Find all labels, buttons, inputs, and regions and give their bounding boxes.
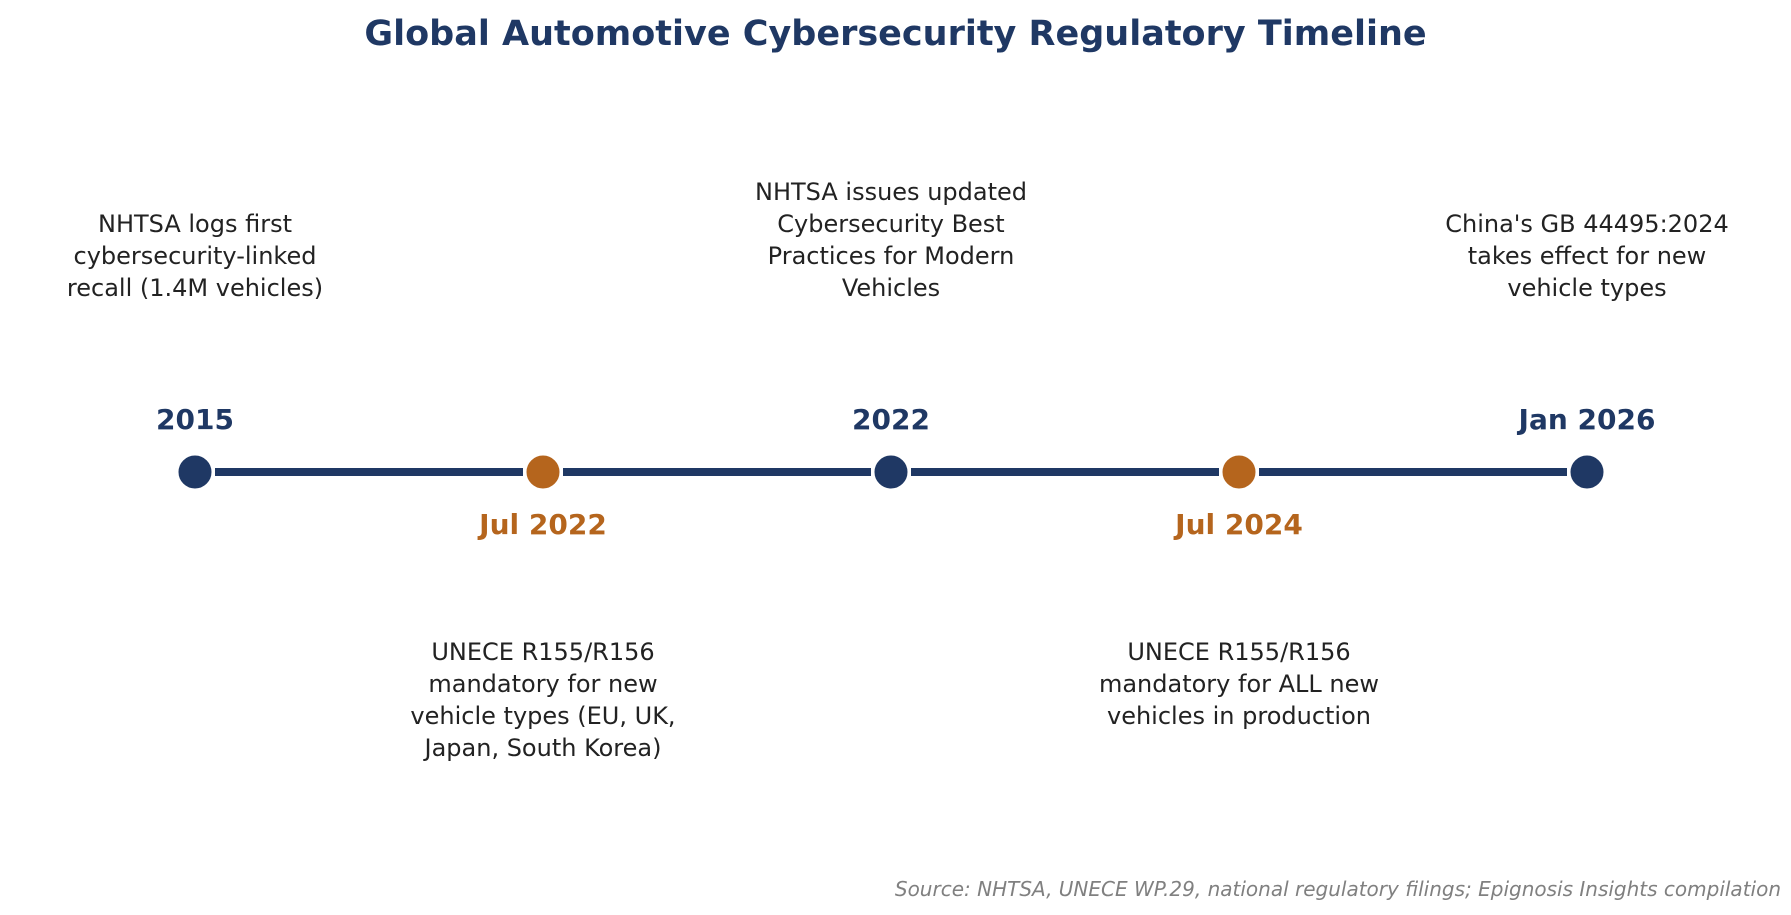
event-description: UNECE R155/R156 mandatory for ALL new vehi…: [1079, 636, 1399, 732]
event-description: UNECE R155/R156 mandatory for new vehicle …: [383, 636, 703, 764]
timeline-marker: [175, 452, 215, 492]
event-date-label: 2015: [156, 403, 234, 436]
event-description-line: UNECE R155/R156: [1127, 638, 1351, 666]
event-date-label: Jul 2024: [1175, 508, 1303, 541]
event-description-line: cybersecurity-linked: [73, 242, 317, 270]
event-description-line: vehicle types (EU, UK,: [410, 702, 676, 730]
source-note: Source: NHTSA, UNECE WP.29, national reg…: [894, 877, 1781, 901]
diagram-title: Global Automotive Cybersecurity Regulato…: [364, 14, 1427, 54]
event-description: NHTSA logs first cybersecurity-linked reca…: [35, 208, 355, 304]
timeline-marker: [1567, 452, 1607, 492]
event-date-label: Jan 2026: [1518, 403, 1656, 436]
event-description-line: Practices for Modern: [767, 242, 1015, 270]
event-description: NHTSA issues updated Cybersecurity Best Pr…: [731, 176, 1051, 304]
timeline-marker: [523, 452, 563, 492]
event-description-line: takes effect for new: [1467, 242, 1707, 270]
event-description-line: vehicles in production: [1107, 702, 1371, 730]
event-description: China's GB 44495:2024 takes effect for ne…: [1427, 208, 1747, 304]
timeline-marker: [871, 452, 911, 492]
event-description-line: NHTSA logs first: [97, 210, 292, 238]
event-description-line: Cybersecurity Best: [777, 210, 1005, 238]
timeline-marker: [1219, 452, 1259, 492]
event-description-line: NHTSA issues updated: [755, 178, 1027, 206]
event-description-line: Japan, South Korea): [424, 734, 662, 762]
event-date-label: Jul 2022: [479, 508, 607, 541]
event-description-line: recall (1.4M vehicles): [66, 274, 324, 302]
event-description-line: mandatory for new: [428, 670, 658, 698]
event-description-line: China's GB 44495:2024: [1445, 210, 1729, 238]
event-description-line: vehicle types: [1507, 274, 1667, 302]
event-description-line: mandatory for ALL new: [1098, 670, 1380, 698]
event-description-line: Vehicles: [841, 274, 941, 302]
event-date-label: 2022: [852, 403, 930, 436]
event-description-line: UNECE R155/R156: [431, 638, 655, 666]
